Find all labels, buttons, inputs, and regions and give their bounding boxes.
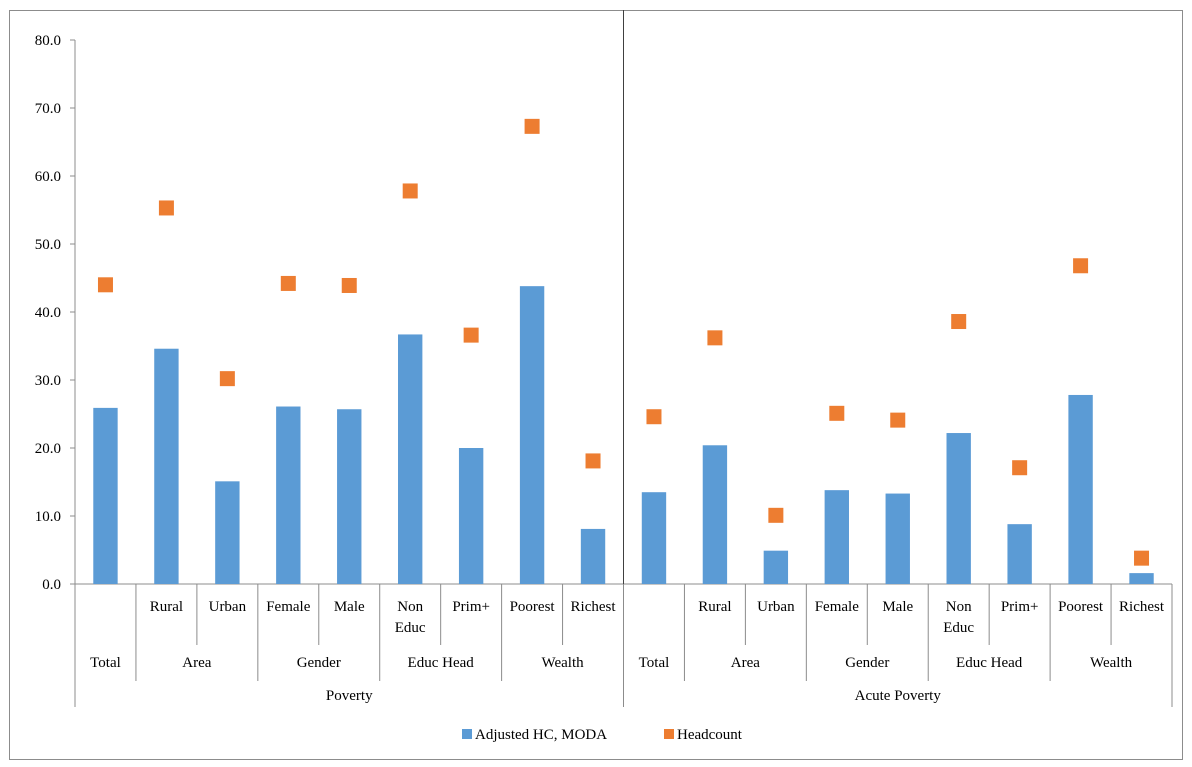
group-label: Total	[90, 655, 121, 671]
headcount-marker	[1073, 258, 1089, 274]
group-label: Total	[639, 655, 670, 671]
category-label: Rural	[698, 599, 731, 615]
headcount-marker	[829, 405, 845, 421]
bar	[93, 407, 118, 584]
chart-frame	[9, 10, 1183, 760]
legend-swatch-bar	[462, 729, 472, 739]
bar	[763, 550, 789, 584]
category-label: Richest	[1119, 599, 1165, 615]
y-tick-label: 20.0	[35, 441, 61, 457]
y-tick-label: 50.0	[35, 237, 61, 253]
headcount-marker	[646, 409, 662, 425]
category-label: Non Educ	[395, 599, 426, 636]
category-label: Female	[815, 599, 859, 615]
category-label: Richest	[571, 599, 617, 615]
bar	[946, 433, 971, 584]
headcount-marker	[158, 200, 174, 216]
bar	[641, 492, 667, 584]
category-label: Poorest	[1058, 599, 1104, 615]
bar	[276, 406, 301, 584]
headcount-marker	[219, 371, 235, 387]
group-label: Gender	[297, 655, 341, 671]
y-tick-label: 0.0	[42, 577, 61, 593]
bar	[1007, 524, 1032, 584]
legend: Adjusted HC, MODA Headcount	[462, 727, 743, 743]
headcount-marker	[890, 412, 906, 428]
bar	[1068, 394, 1093, 584]
group-label: Area	[731, 655, 760, 671]
category-label: Prim+	[452, 599, 490, 615]
group-label: Wealth	[542, 655, 585, 671]
group-label: Educ Head	[956, 655, 1023, 671]
headcount-marker	[951, 314, 967, 330]
bar	[154, 348, 179, 584]
category-label: Male	[882, 599, 913, 615]
category-label: Urban	[757, 599, 795, 615]
bar	[824, 490, 849, 584]
headcount-marker	[402, 183, 418, 199]
bar	[337, 409, 362, 584]
headcount-marker	[280, 275, 296, 291]
group-label: Wealth	[1090, 655, 1133, 671]
headcount-marker	[341, 277, 357, 293]
category-label: Rural	[150, 599, 183, 615]
panel-label: Acute Poverty	[855, 688, 942, 704]
group-label: Area	[182, 655, 211, 671]
y-tick-label: 80.0	[35, 33, 61, 49]
category-label: Male	[334, 599, 365, 615]
category-label: Poorest	[510, 599, 556, 615]
y-tick-label: 30.0	[35, 373, 61, 389]
headcount-marker	[524, 118, 540, 134]
group-label: Educ Head	[408, 655, 475, 671]
headcount-marker	[463, 327, 479, 343]
category-label: Non Educ	[943, 599, 974, 636]
legend-label-marker: Headcount	[677, 727, 743, 743]
bar	[398, 334, 423, 584]
bar	[215, 481, 240, 584]
headcount-marker	[585, 453, 601, 469]
bar	[1129, 573, 1154, 584]
headcount-marker	[768, 507, 784, 523]
legend-label-bar: Adjusted HC, MODA	[475, 727, 607, 743]
y-tick-label: 40.0	[35, 305, 61, 321]
y-tick-label: 60.0	[35, 169, 61, 185]
category-label: Prim+	[1001, 599, 1039, 615]
category-axis: Rural Urban Female Male Non Educ Prim+ Poorest R…	[74, 584, 1173, 707]
category-label: Urban	[209, 599, 247, 615]
bar	[702, 445, 728, 584]
legend-swatch-marker	[664, 729, 674, 739]
headcount-marker	[97, 277, 113, 293]
bar	[458, 448, 484, 584]
marker-series	[97, 118, 1150, 566]
headcount-marker	[707, 330, 723, 346]
y-tick-label: 70.0	[35, 101, 61, 117]
bar	[519, 286, 545, 584]
bar	[580, 528, 606, 584]
bar	[885, 493, 910, 584]
category-label: Female	[266, 599, 310, 615]
bar-series	[93, 286, 1154, 584]
group-label: Gender	[845, 655, 889, 671]
y-tick-label: 10.0	[35, 509, 61, 525]
panel-label: Poverty	[326, 688, 373, 704]
headcount-marker	[1134, 550, 1150, 566]
headcount-marker	[1012, 460, 1028, 476]
